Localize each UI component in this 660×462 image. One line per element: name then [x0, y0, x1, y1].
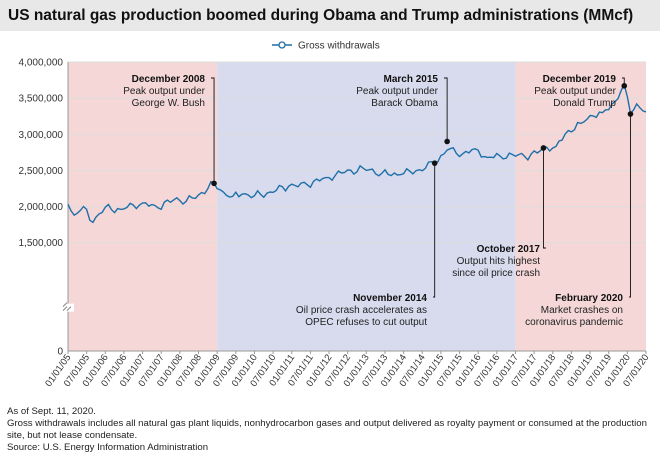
annotation-title: February 2020 [555, 293, 623, 304]
annotation-title: December 2008 [132, 74, 206, 85]
annotation-point [627, 111, 634, 117]
y-tick-label: 4,000,000 [19, 58, 64, 69]
annotation-point [431, 160, 438, 166]
footnote-date: As of Sept. 11, 2020. [7, 406, 96, 417]
line-chart: 0 1,500,000 2,000,000 2,500,000 3,000,000 3,5… [19, 41, 652, 390]
y-tick-label: 3,500,000 [19, 94, 64, 105]
annotation-title: October 2017 [477, 244, 541, 255]
annotation-text: OPEC refuses to cut output [305, 317, 427, 328]
annotation-text: coronavirus pandemic [525, 317, 623, 328]
footnotes: As of Sept. 11, 2020. Gross withdrawals … [7, 406, 653, 454]
chart-title: US natural gas production boomed during … [0, 0, 660, 31]
annotation-text: Peak output under [356, 86, 438, 97]
annotation-leader [433, 163, 436, 298]
annotation-leader [211, 77, 215, 184]
y-tick-label: 0 [57, 347, 63, 358]
annotation-text: Donald Trump [553, 98, 616, 109]
legend-marker [278, 41, 286, 49]
annotation-title: March 2015 [384, 74, 439, 85]
legend-label: Gross withdrawals [298, 41, 380, 52]
annotation-text: Market crashes on [541, 305, 623, 316]
annotation-point [211, 180, 217, 187]
annotation-leader [629, 114, 631, 298]
annotation-text: Barack Obama [371, 98, 438, 109]
annotation-leader [543, 147, 546, 249]
annotation-text: since oil price crash [452, 268, 540, 279]
series-line-gross-withdrawals [67, 82, 647, 224]
footnote-source: Source: U.S. Energy Information Administ… [7, 442, 209, 453]
annotation-text: Output hits highest [457, 256, 541, 267]
annotation-point [621, 83, 628, 89]
axis-break-mark [62, 302, 72, 312]
annotation-leader [444, 77, 448, 142]
axis-break-gap [62, 303, 74, 312]
y-tick-label: 2,000,000 [19, 202, 64, 213]
annotation-text: Oil price crash accelerates as [296, 305, 427, 316]
footnote-definition: Gross withdrawals includes all natural g… [7, 418, 647, 441]
annotation-text: George W. Bush [132, 98, 205, 109]
y-tick-label: 2,500,000 [19, 166, 64, 177]
y-tick-label: 3,000,000 [19, 130, 64, 141]
y-tick-label: 1,500,000 [19, 238, 64, 249]
annotation-text: Peak output under [534, 86, 616, 97]
annotation-title: November 2014 [353, 293, 427, 304]
annotation-title: December 2019 [543, 74, 617, 85]
annotation-point [540, 145, 547, 151]
annotation-point [444, 138, 450, 145]
annotation-text: Peak output under [123, 86, 205, 97]
